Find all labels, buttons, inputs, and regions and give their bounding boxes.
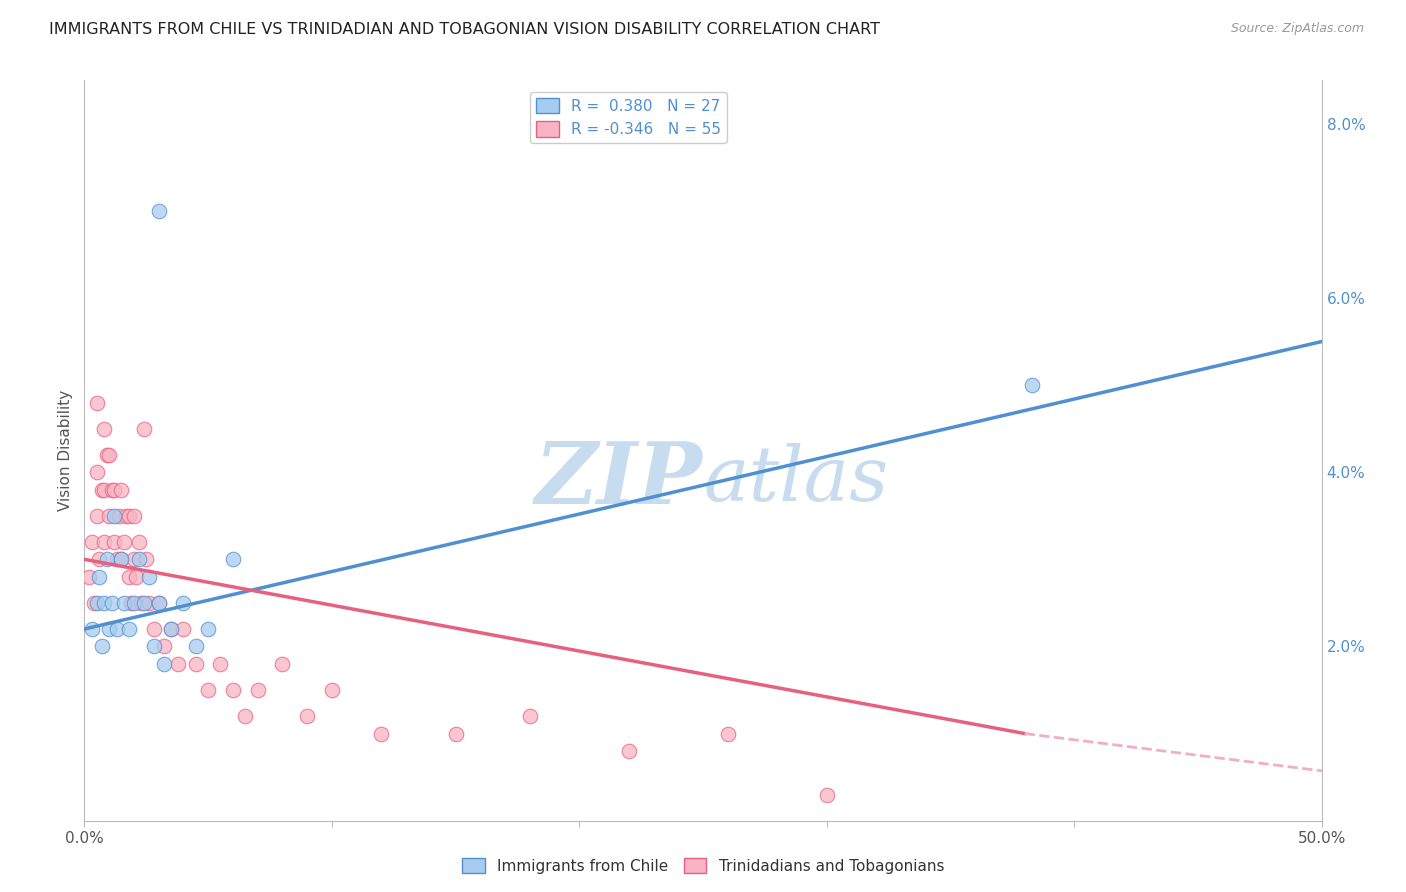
Point (122, 552, 145, 566)
Point (93, 483, 115, 497)
Point (89, 552, 111, 566)
Point (112, 596, 135, 610)
Point (129, 596, 152, 610)
Point (86, 596, 108, 610)
Point (122, 508, 145, 523)
Point (96, 552, 118, 566)
Legend: R =  0.380   N = 27, R = -0.346   N = 55: R = 0.380 N = 27, R = -0.346 N = 55 (530, 92, 727, 144)
Point (118, 622, 141, 636)
Point (118, 570, 141, 584)
Text: IMMIGRANTS FROM CHILE VS TRINIDADIAN AND TOBAGONIAN VISION DISABILITY CORRELATIO: IMMIGRANTS FROM CHILE VS TRINIDADIAN AND… (49, 22, 880, 37)
Point (83, 596, 105, 610)
Point (717, 726, 740, 740)
Point (160, 622, 183, 636)
Point (142, 622, 165, 636)
Point (89, 570, 111, 584)
Point (184, 640, 207, 654)
Point (815, 788, 838, 802)
Point (103, 483, 125, 497)
Point (222, 552, 245, 566)
Point (100, 483, 122, 497)
Point (110, 552, 132, 566)
Point (125, 570, 148, 584)
Point (135, 552, 157, 566)
Point (96, 448, 118, 462)
Point (132, 596, 155, 610)
Point (118, 508, 141, 523)
Point (93, 596, 115, 610)
Point (122, 596, 145, 610)
Point (90, 640, 112, 654)
Point (1021, 378, 1043, 392)
Point (105, 552, 128, 566)
Point (184, 657, 207, 671)
Text: ZIP: ZIP (536, 438, 703, 522)
Point (98, 622, 121, 636)
Point (142, 640, 165, 654)
Point (110, 552, 132, 566)
Point (108, 508, 131, 523)
Point (222, 683, 245, 698)
Point (93, 535, 115, 549)
Point (115, 508, 138, 523)
Point (100, 596, 122, 610)
Point (271, 657, 294, 671)
Point (105, 622, 128, 636)
Point (295, 709, 318, 723)
Point (80, 535, 103, 549)
Point (132, 422, 155, 436)
Point (148, 596, 170, 610)
Point (80, 622, 103, 636)
Point (98, 508, 121, 523)
Point (148, 596, 170, 610)
Point (93, 422, 115, 436)
Point (86, 465, 108, 479)
Point (86, 508, 108, 523)
Point (444, 726, 467, 740)
Point (172, 596, 194, 610)
Point (86, 395, 108, 409)
Y-axis label: Vision Disability: Vision Disability (58, 390, 73, 511)
Point (110, 483, 132, 497)
Point (197, 622, 219, 636)
Point (197, 683, 219, 698)
Point (138, 596, 160, 610)
Point (321, 683, 343, 698)
Point (246, 683, 269, 698)
Point (90, 483, 112, 497)
Point (172, 622, 194, 636)
Text: Source: ZipAtlas.com: Source: ZipAtlas.com (1230, 22, 1364, 36)
Point (103, 535, 125, 549)
Legend: Immigrants from Chile, Trinidadians and Tobagonians: Immigrants from Chile, Trinidadians and … (456, 852, 950, 880)
Point (617, 744, 640, 758)
Point (152, 640, 174, 654)
Text: atlas: atlas (703, 443, 889, 517)
Point (519, 709, 541, 723)
Point (209, 657, 232, 671)
Point (233, 709, 256, 723)
Point (152, 657, 174, 671)
Point (148, 203, 170, 218)
Point (79, 570, 101, 584)
Point (138, 570, 160, 584)
Point (167, 657, 190, 671)
Point (128, 535, 150, 549)
Point (98, 448, 121, 462)
Point (128, 552, 150, 566)
Point (103, 508, 125, 523)
Point (120, 596, 142, 610)
Point (112, 535, 135, 549)
Point (160, 622, 183, 636)
Point (370, 726, 392, 740)
